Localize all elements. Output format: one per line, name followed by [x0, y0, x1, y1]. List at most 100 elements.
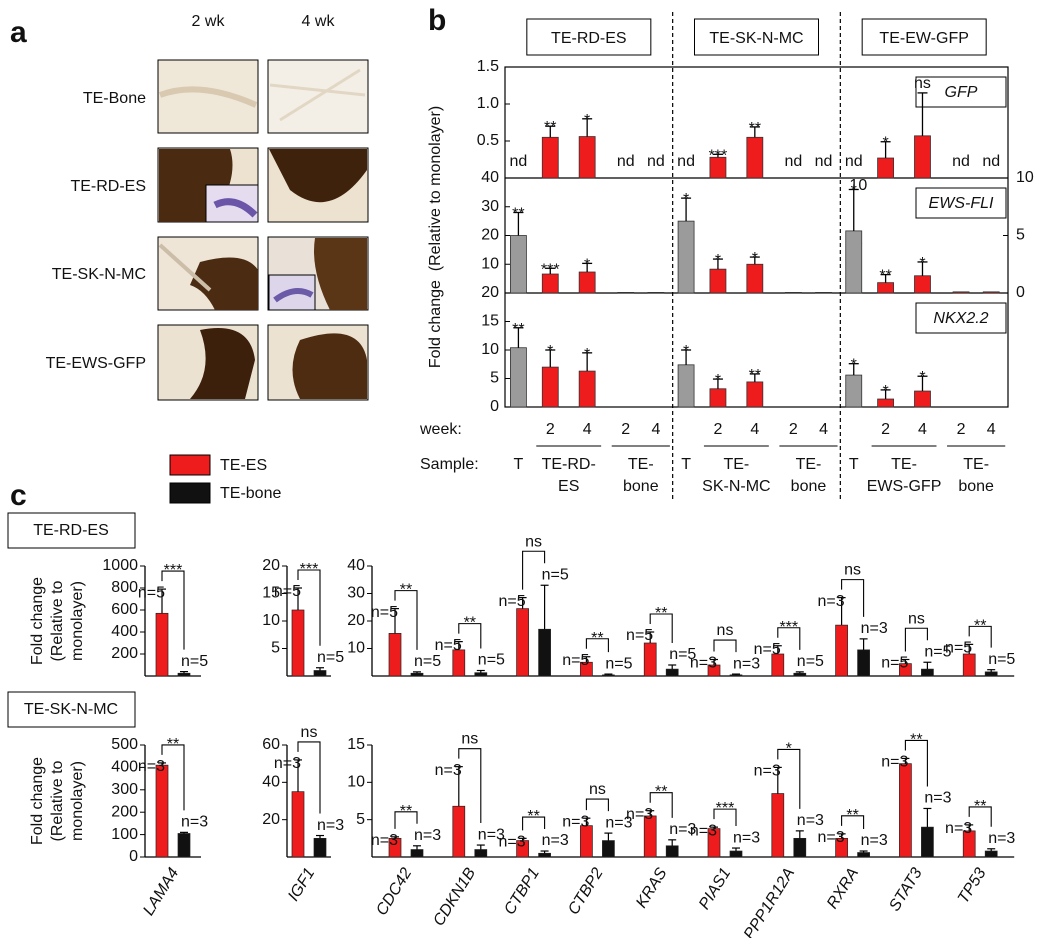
y-tick-label: 20: [262, 811, 280, 828]
bar: [914, 390, 931, 408]
week-label: 4: [987, 421, 996, 438]
annotation: nd: [784, 153, 802, 170]
n-label: n=5: [478, 652, 505, 669]
row-name: TE-RD-ES: [33, 522, 109, 539]
y-axis-title: (Relative to: [49, 760, 66, 841]
significance-bracket: [649, 792, 673, 818]
annotation: *: [752, 250, 758, 267]
significance-bracket: [968, 806, 992, 827]
annotation: nd: [677, 153, 695, 170]
annotation: nd: [952, 153, 970, 170]
gene-label: CTBP2: [565, 865, 607, 918]
bar: [845, 230, 863, 294]
significance: **: [974, 798, 986, 815]
legend-label: TE-ES: [220, 457, 267, 474]
y-tick-label: 100: [111, 826, 138, 843]
bar: [815, 292, 832, 294]
significance-bracket: [585, 638, 609, 653]
annotation: *: [715, 372, 721, 389]
bar: [677, 220, 695, 294]
y-tick-label: 10: [481, 255, 499, 272]
significance: ***: [300, 561, 319, 578]
n-label: n=3: [733, 655, 760, 672]
gene-box: [915, 302, 1007, 334]
bar: [538, 628, 551, 677]
significance: **: [400, 803, 412, 820]
significance: **: [655, 784, 667, 801]
annotation: nd: [617, 153, 635, 170]
bar: [677, 364, 695, 408]
bar: [452, 805, 466, 858]
n-label: n=5: [498, 593, 525, 610]
n-label: n=3: [542, 832, 569, 849]
n-label: n=5: [669, 646, 696, 663]
significance: **: [400, 582, 412, 599]
bar: [877, 398, 895, 408]
y-tick-label: 40: [347, 557, 365, 574]
group-title: TE-SK-N-MC: [709, 30, 803, 47]
micrograph: [157, 324, 369, 401]
gene-label: RXRA: [824, 865, 862, 912]
significance-bracket: [297, 741, 321, 814]
y-tick-label: 500: [111, 736, 138, 753]
n-label: n=3: [626, 806, 653, 823]
gene-label: PPP1R12A: [741, 865, 798, 938]
n-label: n=5: [797, 653, 824, 670]
y-axis-title: monolayer): [69, 581, 86, 661]
significance-bracket: [713, 808, 737, 827]
significance-bracket: [904, 739, 928, 787]
y-tick-label: 600: [111, 601, 138, 618]
week-label: 2: [546, 421, 555, 438]
n-label: n=5: [924, 643, 951, 660]
bar: [291, 609, 305, 677]
annotation: ns: [914, 75, 931, 92]
group-box: [526, 18, 652, 56]
gene-name: GFP: [945, 84, 978, 101]
bar: [177, 833, 191, 858]
bar: [729, 674, 743, 677]
sample-label: TE-: [963, 456, 989, 473]
n-label: n=3: [924, 790, 951, 807]
y-tick-label: 20: [481, 227, 499, 244]
n-label: n=5: [945, 640, 972, 657]
panel-label: b: [428, 4, 446, 37]
significance: **: [167, 736, 179, 753]
significance: **: [464, 615, 476, 632]
annotation: *: [851, 183, 857, 200]
bar: [709, 388, 727, 408]
y-tick-label: 20: [262, 557, 280, 574]
gene-label: TP53: [955, 865, 990, 907]
annotation: *: [715, 252, 721, 269]
bar: [578, 271, 596, 294]
bar: [665, 845, 679, 858]
significance-bracket: [777, 627, 801, 650]
micrograph: [157, 147, 369, 223]
panel-label: a: [10, 16, 27, 49]
y-tick-label: 30: [481, 198, 499, 215]
significance-bracket: [522, 550, 546, 590]
panel-a: 2 wk 4 wk TE-Bone TE-RD-ES TE-SK-N-MC TE…: [46, 13, 369, 401]
bar: [877, 157, 895, 179]
annotation: **: [749, 120, 761, 137]
significance-bracket: [713, 639, 737, 653]
significance: ns: [589, 781, 606, 798]
bar: [914, 135, 931, 179]
y-tick-label: 15: [347, 736, 365, 753]
n-label: n=3: [605, 814, 632, 831]
significance: **: [591, 630, 603, 647]
significance: ***: [164, 562, 183, 579]
bar: [914, 275, 931, 294]
bar: [984, 671, 998, 677]
n-label: n=3: [754, 763, 781, 780]
y-tick-label: 10: [347, 774, 365, 791]
significance-bracket: [458, 623, 482, 649]
y-tick-label: 10: [347, 640, 365, 657]
sample-label: T: [681, 456, 691, 473]
n-label: n=5: [754, 641, 781, 658]
micrograph: [157, 236, 369, 311]
significance: **: [846, 807, 858, 824]
week-label: 2: [881, 421, 890, 438]
micrograph: [157, 59, 369, 134]
y2-tick-label: 10: [1016, 169, 1034, 186]
